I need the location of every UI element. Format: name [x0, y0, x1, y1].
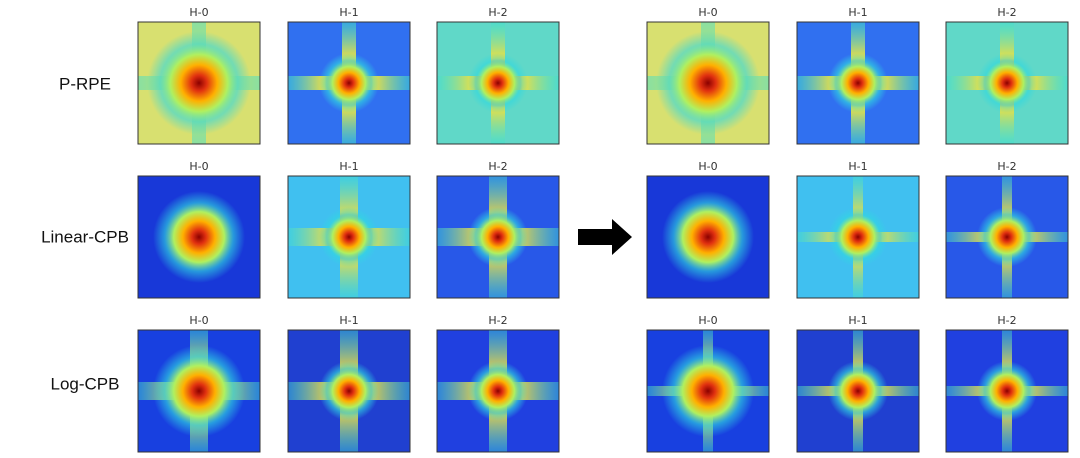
heatmap	[137, 21, 261, 145]
panel-title: H-2	[997, 314, 1016, 327]
center-glow	[828, 207, 888, 267]
panel-title: H-2	[488, 314, 507, 327]
panel-title: H-1	[848, 6, 867, 19]
panel-title: H-1	[848, 314, 867, 327]
panel-title: H-2	[997, 6, 1016, 19]
heatmap	[945, 21, 1069, 145]
row-label: Log-CPB	[51, 374, 120, 393]
panel-title: H-1	[339, 160, 358, 173]
center-glow	[319, 207, 379, 267]
center-glow	[828, 361, 888, 421]
heatmap-frame	[287, 329, 411, 453]
heatmap-frame	[945, 175, 1069, 299]
heatmap-frame	[796, 175, 920, 299]
center-glow	[656, 31, 760, 135]
center-glow	[147, 31, 251, 135]
panel-title: H-0	[698, 6, 717, 19]
center-glow	[977, 207, 1037, 267]
heatmap-frame	[137, 329, 261, 453]
heatmap-frame	[436, 175, 560, 299]
heatmap	[287, 21, 411, 145]
heatmap	[646, 175, 770, 299]
panel-title: H-0	[189, 314, 208, 327]
center-glow	[468, 361, 528, 421]
panel-title: H-0	[698, 314, 717, 327]
center-glow	[153, 345, 245, 437]
panel-title: H-1	[848, 160, 867, 173]
heatmap	[945, 329, 1069, 453]
panel-title: H-1	[339, 314, 358, 327]
center-glow	[468, 53, 528, 113]
heatmap-frame	[436, 21, 560, 145]
panel-title: H-0	[189, 160, 208, 173]
heatmap-frame	[945, 21, 1069, 145]
heatmap	[436, 21, 560, 145]
center-glow	[319, 53, 379, 113]
arrow	[578, 219, 632, 255]
row-label: Linear-CPB	[41, 227, 129, 246]
panel-title: H-0	[189, 6, 208, 19]
heatmap	[137, 329, 261, 453]
heatmap-frame	[436, 329, 560, 453]
heatmap	[646, 329, 770, 453]
heatmap	[436, 329, 560, 453]
heatmap	[796, 329, 920, 453]
heatmap-frame	[796, 21, 920, 145]
center-glow	[319, 361, 379, 421]
heatmap-frame	[646, 329, 770, 453]
heatmap-frame	[796, 329, 920, 453]
center-glow	[153, 191, 245, 283]
panel-title: H-2	[488, 160, 507, 173]
heatmap	[137, 175, 261, 299]
heatmap-frame	[945, 329, 1069, 453]
heatmap-frame	[646, 21, 770, 145]
heatmap-frame	[287, 21, 411, 145]
heatmap-frame	[646, 175, 770, 299]
panel-title: H-0	[698, 160, 717, 173]
heatmap	[796, 21, 920, 145]
center-glow	[662, 191, 754, 283]
heatmap	[945, 175, 1069, 299]
center-glow	[977, 361, 1037, 421]
heatmap	[287, 329, 411, 453]
center-glow	[828, 53, 888, 113]
center-glow	[468, 207, 528, 267]
heatmap	[646, 21, 770, 145]
panel-title: H-2	[997, 160, 1016, 173]
heatmap	[796, 175, 920, 299]
heatmap	[436, 175, 560, 299]
heatmap	[287, 175, 411, 299]
heatmap-frame	[137, 175, 261, 299]
panel-title: H-1	[339, 6, 358, 19]
center-glow	[977, 53, 1037, 113]
heatmap-frame	[287, 175, 411, 299]
row-label: P-RPE	[59, 74, 111, 93]
heatmap-frame	[137, 21, 261, 145]
center-glow	[662, 345, 754, 437]
panel-title: H-2	[488, 6, 507, 19]
